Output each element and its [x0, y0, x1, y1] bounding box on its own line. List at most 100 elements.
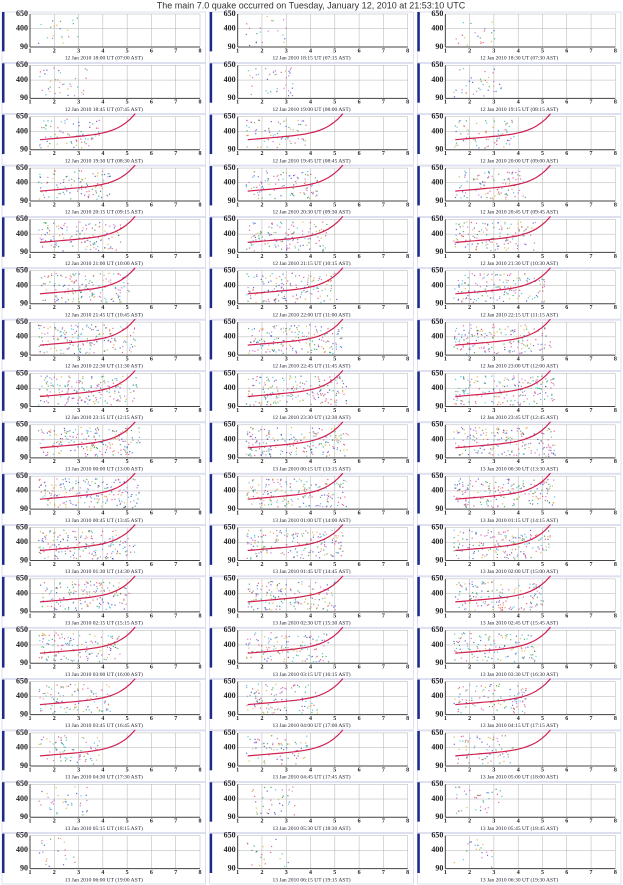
echo-dot	[509, 555, 510, 556]
echo-dot	[324, 380, 325, 381]
echo-dot	[312, 454, 313, 455]
echo-dot	[47, 141, 48, 142]
echo-dot	[312, 391, 313, 392]
echo-dot	[465, 505, 466, 506]
echo-dot	[96, 430, 97, 431]
echo-dot	[464, 177, 465, 178]
echo-dot	[87, 240, 88, 241]
echo-dot	[266, 404, 267, 405]
echo-dot	[495, 482, 496, 483]
echo-dot	[473, 435, 474, 436]
echo-dot	[64, 120, 65, 121]
x-tick-label: 2	[468, 151, 471, 157]
echo-dot	[507, 326, 508, 327]
echo-dot	[455, 330, 456, 331]
x-tick-label: 1	[236, 511, 239, 517]
echo-dot	[326, 456, 327, 457]
echo-dot	[124, 507, 125, 508]
echo-dot	[484, 172, 485, 173]
echo-dot	[510, 404, 511, 405]
echo-dot	[54, 532, 55, 533]
echo-dot	[71, 276, 72, 277]
echo-dot	[526, 300, 527, 301]
echo-dot	[498, 429, 499, 430]
echo-dot	[85, 138, 86, 139]
echo-dot	[300, 376, 301, 377]
echo-dot	[523, 195, 524, 196]
echo-dot	[456, 131, 457, 132]
echo-dot	[280, 454, 281, 455]
echo-dot	[513, 177, 514, 178]
echo-dot	[477, 381, 478, 382]
echo-dot	[506, 292, 507, 293]
echo-dot	[283, 353, 284, 354]
echo-dot	[494, 326, 495, 327]
echo-dot	[284, 296, 285, 297]
echo-dot	[121, 287, 122, 288]
echo-dot	[267, 491, 268, 492]
echo-dot	[256, 234, 257, 235]
echo-dot	[325, 442, 326, 443]
x-tick-label: 3	[285, 562, 288, 568]
echo-dot	[110, 447, 111, 448]
echo-dot	[61, 131, 62, 132]
echo-dot	[109, 429, 110, 430]
echo-dot	[281, 223, 282, 224]
echo-dot	[249, 350, 250, 351]
echo-dot	[281, 287, 282, 288]
echo-dot	[136, 494, 137, 495]
echo-dot	[295, 439, 296, 440]
echo-dot	[252, 329, 253, 330]
echo-dot	[545, 539, 546, 540]
echo-dot	[291, 67, 292, 68]
echo-dot	[268, 432, 269, 433]
echo-dot	[65, 478, 66, 479]
echo-dot	[461, 283, 462, 284]
echo-dot	[461, 337, 462, 338]
x-tick-label: 2	[53, 254, 56, 260]
echo-dot	[292, 535, 293, 536]
x-tick-label: 8	[614, 48, 617, 54]
echo-dot	[496, 353, 497, 354]
x-tick-label: 3	[492, 254, 495, 260]
echo-dot	[342, 387, 343, 388]
echo-dot	[520, 280, 521, 281]
echo-dot	[287, 395, 288, 396]
echo-dot	[497, 404, 498, 405]
echo-dot	[537, 376, 538, 377]
echo-dot	[528, 297, 529, 298]
echo-dot	[515, 549, 516, 550]
echo-dot	[328, 501, 329, 502]
echo-dot	[277, 343, 278, 344]
echo-dot	[268, 299, 269, 300]
echo-dot	[123, 489, 124, 490]
echo-dot	[529, 279, 530, 280]
echo-dot	[460, 531, 461, 532]
echo-dot	[480, 43, 481, 44]
echo-dot	[90, 245, 91, 246]
x-tick-label: 8	[406, 356, 409, 362]
echo-dot	[508, 490, 509, 491]
echo-dot	[131, 496, 132, 497]
echo-dot	[248, 497, 249, 498]
echo-dot	[297, 329, 298, 330]
echo-dot	[465, 282, 466, 283]
echo-dot	[78, 122, 79, 123]
echo-dot	[314, 398, 315, 399]
echo-dot	[300, 557, 301, 558]
echo-dot	[491, 531, 492, 532]
echo-dot	[459, 187, 460, 188]
echo-dot	[322, 250, 323, 251]
chart: The main 7.0 quake occurred on Tuesday, …	[0, 0, 623, 885]
echo-dot	[70, 237, 71, 238]
echo-dot	[461, 185, 462, 186]
echo-dot	[526, 326, 527, 327]
y-tick-label: 400	[224, 383, 236, 392]
echo-dot	[309, 432, 310, 433]
echo-dot	[99, 451, 100, 452]
echo-dot	[87, 449, 88, 450]
echo-dot	[40, 553, 41, 554]
echo-dot	[336, 438, 337, 439]
y-tick-label: 400	[431, 280, 443, 289]
echo-dot	[71, 386, 72, 387]
